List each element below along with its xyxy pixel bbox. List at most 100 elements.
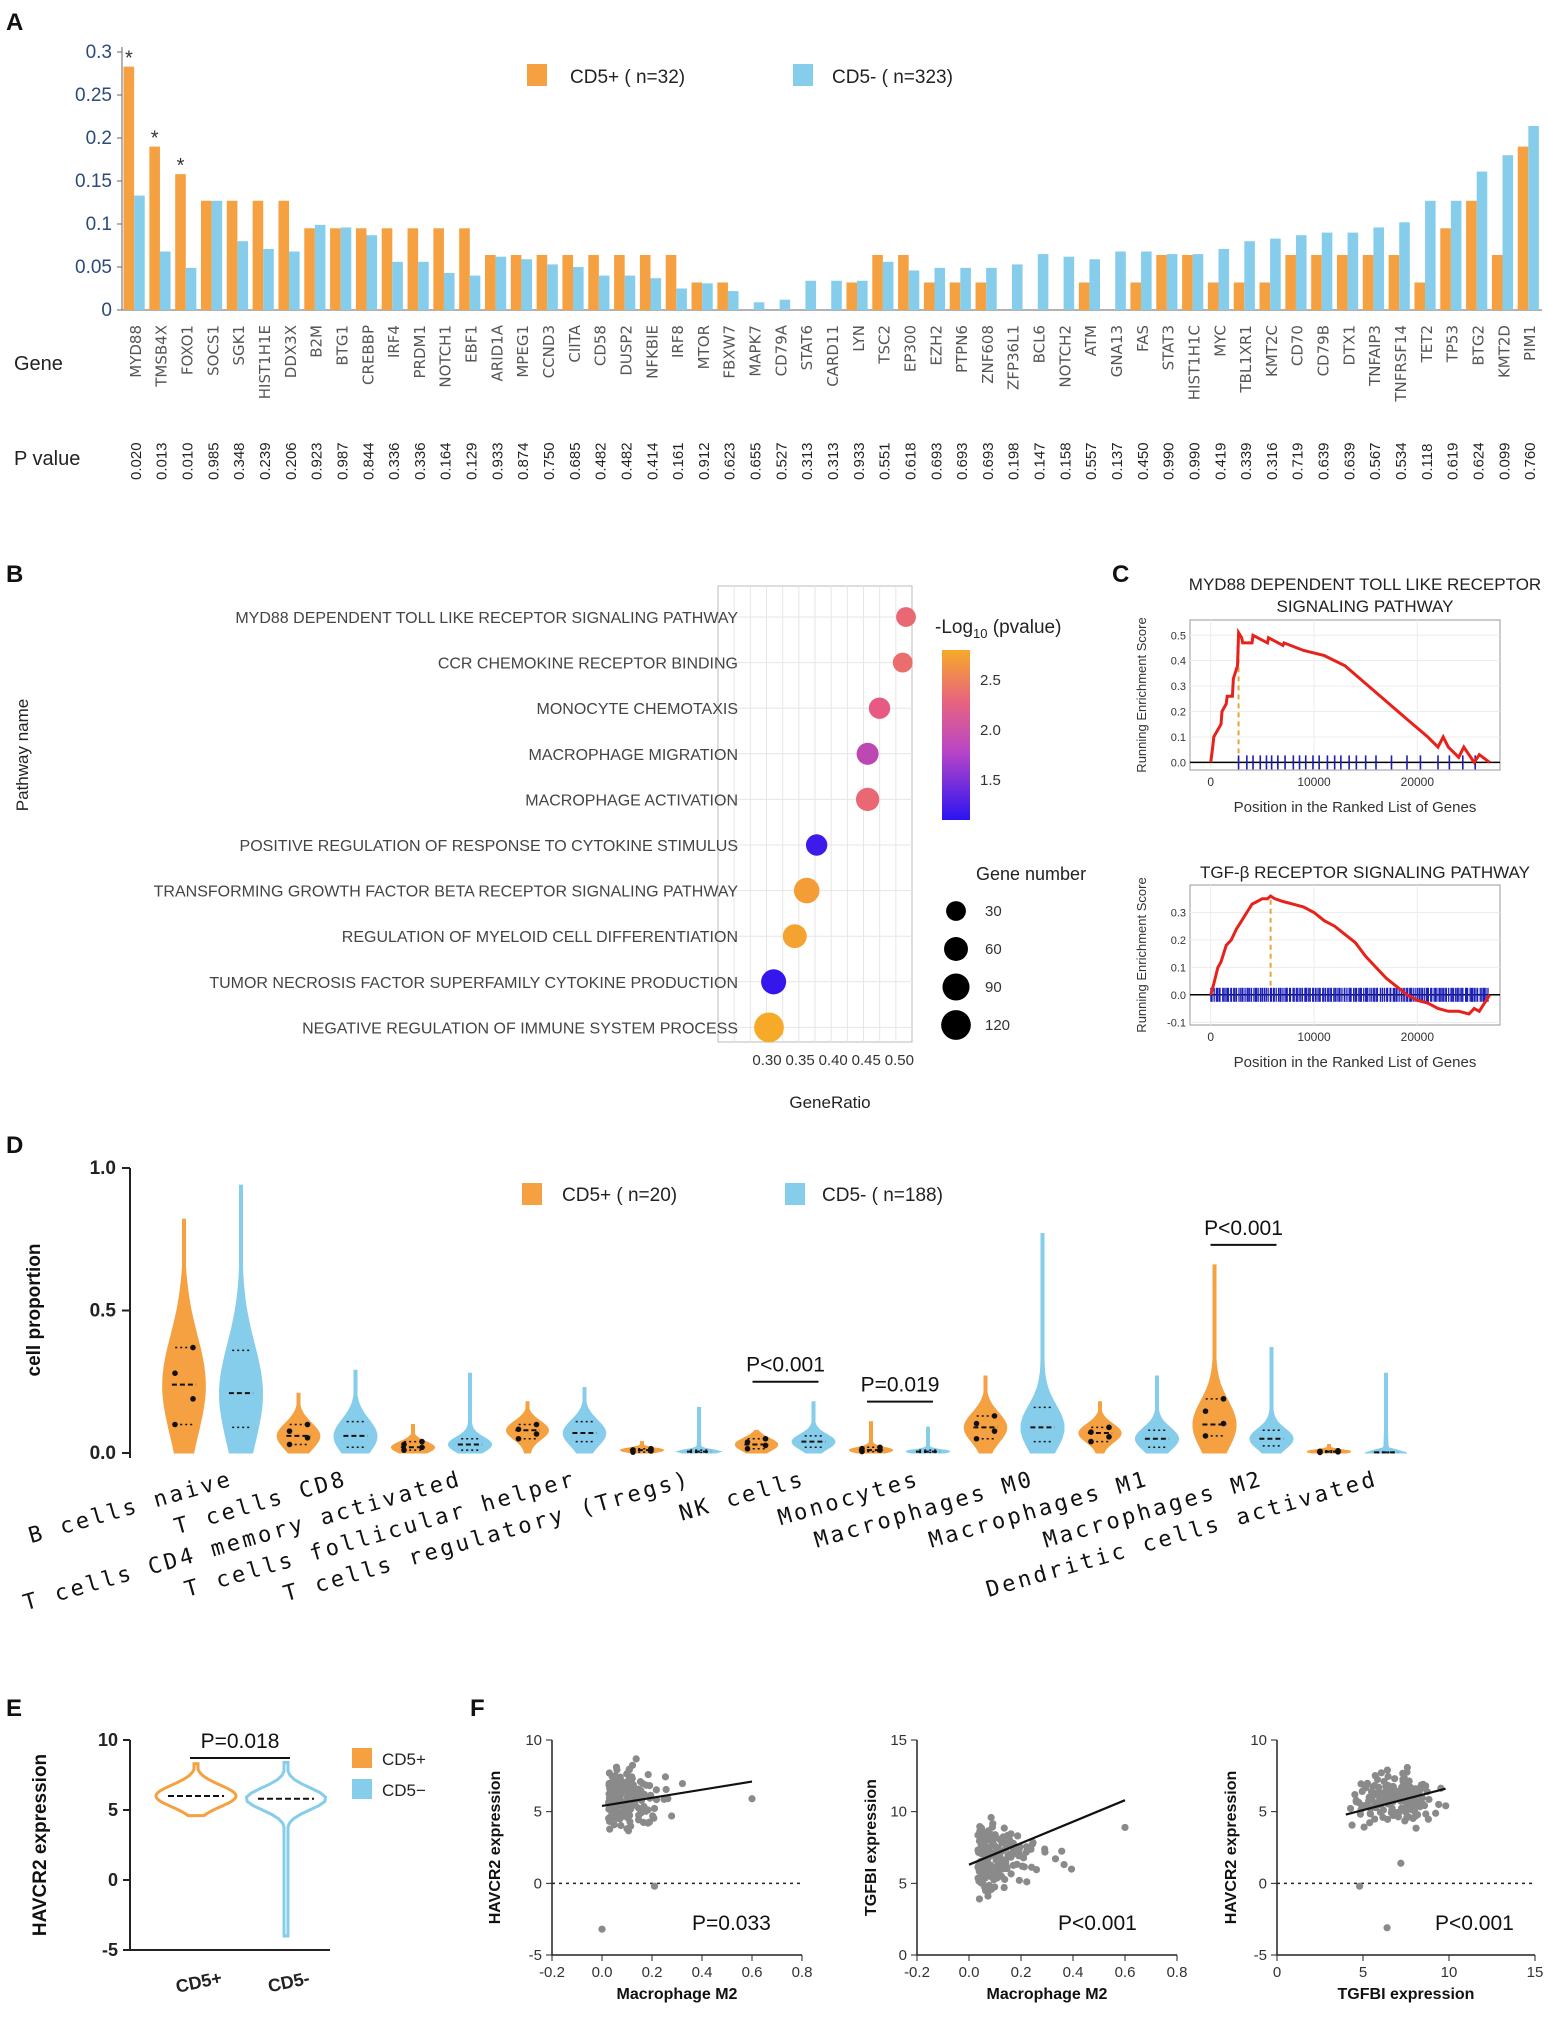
- a-bar-cd5pos: [639, 254, 651, 310]
- a-bar-cd5neg: [185, 267, 197, 310]
- f-scatter-point: [1384, 1772, 1392, 1781]
- a-pvalue-label: 0.760: [1522, 442, 1539, 480]
- f-scatter-point: [986, 1830, 994, 1838]
- f-scatter-point: [616, 1773, 624, 1781]
- d-legend-cd5neg: CD5- ( n=188): [822, 1185, 943, 1206]
- f-scatter-point: [1414, 1787, 1422, 1795]
- a-y-tick-label: 0.05: [75, 257, 112, 278]
- f-x-tick-label: 0.4: [1063, 1964, 1084, 1981]
- e-y-tick-label: 0: [108, 1870, 118, 1890]
- a-bar-cd5pos: [1414, 282, 1426, 310]
- d-violin: [390, 1424, 436, 1454]
- f-scatter-point: [999, 1833, 1007, 1841]
- a-pvalue-label: 0.482: [618, 442, 635, 480]
- e-legend-cd5neg: CD5−: [382, 1781, 426, 1800]
- a-pvalue-label: 0.313: [825, 442, 842, 480]
- a-gene-label: FBXW7: [721, 325, 739, 379]
- a-bar-cd5pos: [1517, 146, 1529, 310]
- a-pvalue-label: 0.118: [1419, 444, 1436, 480]
- f-scatter-point: [1417, 1802, 1425, 1810]
- a-bar-cd5neg: [1373, 227, 1384, 310]
- f-scatter-point: [598, 1925, 606, 1933]
- a-bar-cd5neg: [366, 235, 378, 310]
- d-data-point: [1202, 1408, 1209, 1414]
- a-bar-cd5pos: [1311, 254, 1322, 310]
- b-x-tick-label: 0.35: [785, 1052, 814, 1069]
- a-pvalue-label: 0.844: [360, 442, 377, 480]
- c-y-axis-title: Running Enrichment Score: [1134, 617, 1149, 772]
- c-x-tick-label: 20000: [1401, 1030, 1435, 1044]
- a-gene-label: BCL6: [1031, 325, 1049, 363]
- c-x-axis-title: Position in the Ranked List of Genes: [1234, 799, 1477, 816]
- a-pvalue-label: 0.990: [1161, 442, 1178, 480]
- a-pvalue-label: 0.623: [722, 442, 739, 480]
- a-bar-cd5neg: [573, 267, 584, 310]
- f-scatter-point: [614, 1782, 623, 1790]
- panel-e-havcr2-violin: 10 5 0 -5 HAVCR2 expression CD5+ CD5- P=0.018 CD…: [30, 1730, 426, 1997]
- panel-f3-scatter-tgfbi-havcr2: 0 5 10 15 10 5 0 -5 P<0.001 TGFBI expression HAVCR…: [1223, 1732, 1543, 2003]
- a-pvalue-label: 0.137: [1109, 442, 1126, 480]
- d-violin: [1192, 1264, 1237, 1454]
- f-scatter-point: [1058, 1847, 1066, 1855]
- f-scatter-point: [1398, 1783, 1406, 1791]
- f-scatter-point: [1371, 1799, 1379, 1807]
- f-scatter-point: [1422, 1810, 1430, 1818]
- c-plot-frame: [1189, 619, 1501, 771]
- a-bar-cd5pos: [433, 228, 444, 310]
- a-pvalue-label: 0.618: [902, 442, 919, 480]
- d-data-point: [286, 1428, 293, 1434]
- a-bar-cd5neg: [1347, 232, 1359, 310]
- a-pvalue-label: 0.010: [180, 442, 197, 480]
- b-colorbar-title-sub: 10: [973, 626, 987, 641]
- a-bar-cd5neg: [1115, 251, 1126, 310]
- panel-a-mutation-bar-chart: 0 0.05 0.1 0.15 0.2 0.25 0.3 * MYD88 0.020 * TMSB4X…: [14, 42, 1542, 480]
- a-bar-cd5neg: [1244, 241, 1255, 310]
- a-bar-cd5neg: [211, 200, 223, 310]
- a-bar-cd5neg: [1166, 254, 1178, 310]
- d-data-point: [1088, 1438, 1094, 1445]
- a-bar-cd5pos: [175, 174, 186, 310]
- a-bar-cd5neg: [1476, 171, 1488, 310]
- f-scatter-point: [661, 1773, 670, 1781]
- a-bar-cd5neg: [857, 280, 868, 310]
- f-y-axis-title: TGFBI expression: [863, 1779, 880, 1916]
- e-y-axis-title: HAVCR2 expression: [30, 1754, 51, 1936]
- a-bar-cd5pos: [1233, 282, 1245, 310]
- a-bar-cd5neg: [831, 280, 842, 310]
- c-y-axis-title: Running Enrichment Score: [1134, 877, 1149, 1032]
- b-colorbar-title: -Log10 (pvalue): [935, 617, 1061, 641]
- f-scatter-point: [1041, 1845, 1049, 1853]
- f-pvalue-label: P<0.001: [1058, 1912, 1137, 1935]
- f-y-tick-label: 0: [899, 1947, 907, 1964]
- f-scatter-point: [981, 1874, 989, 1882]
- d-data-point: [630, 1447, 636, 1453]
- a-bar-cd5pos: [1466, 200, 1477, 310]
- d-data-point: [286, 1441, 293, 1448]
- f-scatter-point: [1411, 1812, 1420, 1820]
- a-bar-cd5pos: [459, 228, 470, 310]
- a-bar-cd5neg: [340, 227, 352, 310]
- f-scatter-point: [652, 1786, 660, 1794]
- a-pvalue-label: 0.348: [231, 442, 248, 480]
- a-bar-cd5pos: [1337, 254, 1348, 310]
- d-data-point: [401, 1447, 407, 1453]
- panel-f1-scatter-m2-havcr2: -0.2 0.0 0.2 0.4 0.6 0.8 10 5 0 -5 P=0.033 Macropha…: [487, 1732, 812, 2003]
- a-gene-label: FAS: [1134, 325, 1152, 352]
- e-violin: [244, 1760, 328, 1938]
- a-gene-label: KMT2C: [1263, 325, 1281, 377]
- d-violin: [162, 1218, 206, 1454]
- a-pvalue-label: 0.874: [515, 442, 532, 480]
- a-bar-cd5neg: [702, 283, 713, 310]
- a-pvalue-label: 0.164: [438, 442, 455, 480]
- f-x-tick-label: 0.6: [1115, 1964, 1136, 1981]
- a-bar-cd5pos: [614, 254, 625, 310]
- f-scatter-point: [631, 1801, 639, 1809]
- f-y-tick-label: 10: [1250, 1732, 1267, 1749]
- a-y-tick-label: 0.2: [86, 128, 112, 149]
- f-scatter-point: [1412, 1824, 1420, 1832]
- f-scatter-point: [650, 1882, 659, 1890]
- c-y-tick-label: 0.3: [1171, 907, 1186, 919]
- c-y-tick-label: 0.3: [1171, 681, 1186, 693]
- d-data-point: [1335, 1447, 1341, 1454]
- f-pvalue-label: P<0.001: [1435, 1912, 1514, 1935]
